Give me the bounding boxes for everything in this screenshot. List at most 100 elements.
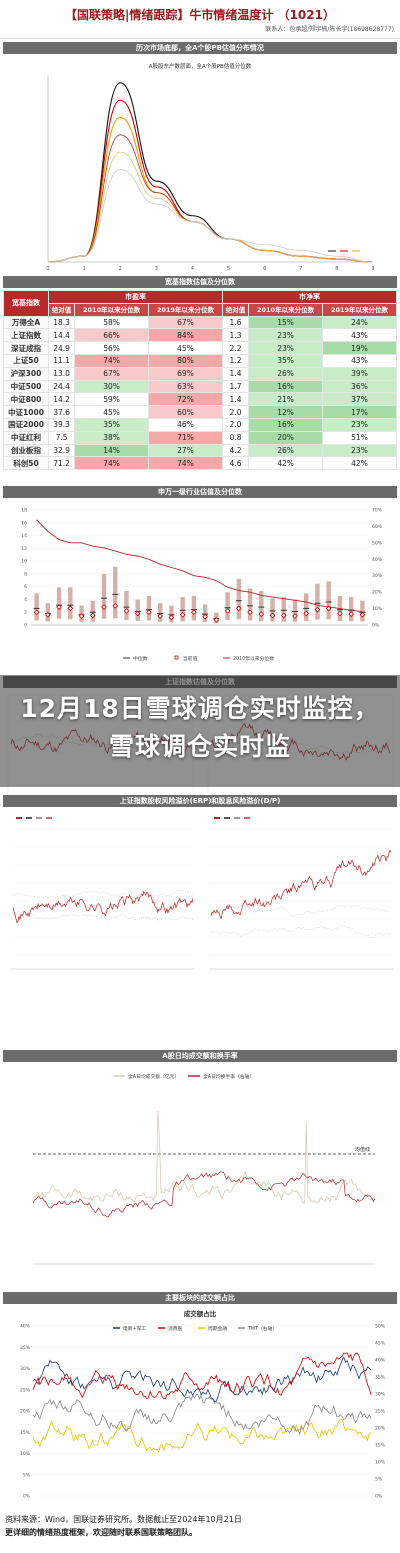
sw-range-bar [360, 600, 365, 622]
cell-pb10: 15% [248, 315, 323, 330]
cell-pe: 24.9 [47, 341, 76, 355]
sw-current-point [191, 609, 197, 616]
cell-pb19: 36% [322, 379, 397, 394]
cell-pb: 1.4 [221, 366, 250, 381]
sw-current-point [56, 604, 62, 610]
cell-pb: 1.3 [221, 328, 250, 343]
cell-pb: 0.8 [221, 430, 250, 445]
cell-pb19: 43% [322, 328, 397, 343]
share-ytick-right: 25% [375, 1409, 386, 1415]
pb-xtick: 5 [227, 266, 230, 272]
cell-pe: 32.9 [47, 443, 76, 458]
pb-xtick: 0 [46, 266, 49, 272]
cell-pb10: 16% [248, 379, 323, 394]
table-row: 创业板指 32.9 14% 27% 4.2 26% 23% [3, 443, 397, 458]
share-ytick-right: 30% [375, 1392, 386, 1398]
sw-range-bar [270, 598, 275, 622]
section-title-table: 宽基指数估值及分位数 [3, 276, 397, 288]
cell-pe10: 56% [74, 341, 150, 355]
share-ytick-left: 10% [20, 1451, 31, 1457]
cell-pe19: 72% [148, 392, 223, 407]
sw-ytick-right: 10% [372, 606, 383, 612]
share-legend-label: 周期金融 [208, 1325, 227, 1332]
cell-pe10: 74% [74, 456, 150, 471]
cell-pe10: 58% [74, 315, 150, 330]
share-series-line [32, 1393, 372, 1436]
sw-legend-label: 当前值 [183, 655, 198, 662]
pb-xtick: 3 [155, 266, 158, 272]
sw-ytick-left: 8 [24, 571, 27, 577]
title-overlay [0, 675, 400, 787]
sw-range-bar [56, 587, 62, 619]
sw-current-point [134, 610, 141, 617]
footer-source: 资料来源：Wind，国联证券研究所。数据截止至2024年10月21日 [5, 1515, 242, 1524]
share-series-line [32, 1356, 372, 1403]
sw-range-bar [281, 597, 286, 622]
col-group-pb: 市净率 [221, 290, 398, 304]
erp-sigma-line [210, 904, 392, 917]
cell-pb19: 23% [322, 443, 397, 458]
share-ytick-right: 35% [375, 1375, 386, 1381]
col-pb-2019: 2019年以来分位数 [322, 302, 397, 317]
cell-pe19: 60% [148, 405, 223, 419]
cell-pe19: 46% [148, 417, 223, 432]
sw-ytick-left: 2 [24, 610, 27, 616]
sw-current-point [337, 610, 343, 617]
cell-pb10: 42% [248, 456, 323, 471]
sw-legend-label: 中位数 [133, 655, 148, 662]
erp-chart [11, 817, 393, 970]
valuation-table: 宽基指数 市盈率 市净率 绝对值 2010年以来分位数 2019年以来分位数 绝… [3, 290, 398, 471]
cell-pb: 4.6 [221, 456, 250, 471]
sw-ytick-right: 20% [372, 590, 383, 596]
table-row: 科创50 71.2 74% 74% 4.6 42% 42% [3, 456, 397, 471]
cell-pe19: 67% [148, 315, 223, 330]
cell-pb19: 43% [322, 353, 397, 368]
sw-current-point [78, 613, 85, 619]
cell-pe10: 59% [74, 392, 150, 407]
sw-current-point [101, 604, 107, 610]
sw-current-point [123, 608, 130, 614]
report-title: 【国联策略|情绪跟踪】牛市情绪温度计 （1021） [65, 8, 335, 22]
sw-range-bar [225, 592, 230, 621]
sw-current-point [314, 606, 321, 613]
table-row: 中证500 24.4 30% 63% 1.7 16% 36% [3, 379, 397, 394]
share-ytick-right: 50% [375, 1324, 386, 1330]
cell-pe10: 45% [74, 405, 150, 419]
cell-pe19: 27% [148, 443, 223, 458]
section-title-share: 主要板块的成交额占比 [3, 1292, 397, 1304]
pb-xtick: 8 [335, 266, 338, 272]
cell-pb10: 21% [248, 392, 323, 407]
cell-pe10: 14% [74, 443, 150, 458]
sw-range-bar [68, 587, 73, 620]
cell-pe: 14.4 [47, 328, 76, 343]
cell-name: 国证2000 [3, 417, 49, 432]
sw-current-point [168, 614, 175, 621]
table-row: 万得全A 18.3 58% 67% 1.6 15% 24% [3, 315, 397, 330]
sw-ytick-left: 6 [24, 584, 27, 590]
cell-name: 创业板指 [3, 443, 49, 458]
sw-ytick-right: 40% [372, 557, 383, 563]
sw-ytick-right: 70% [372, 508, 383, 514]
table-row: 上证指数 14.4 66% 84% 1.3 23% 43% [3, 328, 397, 343]
sw-current-point [325, 605, 332, 612]
erp-sigma-line [12, 913, 194, 922]
cell-name: 万得全A [3, 315, 49, 330]
sw-ytick-left: 14 [21, 533, 27, 539]
sw-current-point [213, 617, 220, 623]
sw-range-bar [326, 581, 331, 620]
cell-pe: 13.0 [47, 366, 76, 381]
cell-pb19: 19% [322, 341, 397, 355]
pb-curve-4 [47, 134, 374, 263]
sw-range-bar [202, 604, 208, 623]
cell-pe19: 74% [148, 456, 223, 471]
sw-current-point [303, 610, 310, 617]
table-row: 中证红利 7.5 38% 71% 0.8 20% 51% [3, 430, 397, 445]
cell-name: 上证50 [3, 353, 49, 368]
sw-current-point [157, 613, 164, 619]
col-pe-abs: 绝对值 [47, 302, 76, 317]
report-authors: 联系人：包承超/郑宇楠/陈长宇(18698628777) [265, 26, 394, 33]
turnover-amount-line [32, 1110, 376, 1204]
share-ytick-right: 45% [375, 1341, 386, 1347]
sw-current-point [292, 613, 298, 619]
cell-pe: 39.3 [47, 417, 76, 432]
